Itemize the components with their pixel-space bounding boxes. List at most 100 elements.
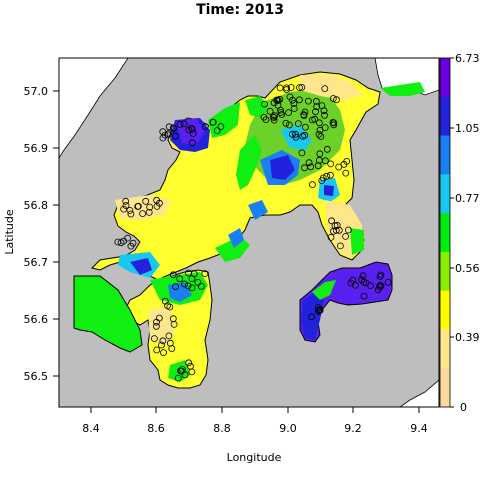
- y-axis: 57.0 56.9 56.8 56.7 56.6 56.5 Latitude: [3, 85, 59, 383]
- station-marker: [305, 159, 313, 167]
- x-tick-label: 8.6: [147, 422, 165, 435]
- station-marker: [301, 108, 309, 116]
- station-marker: [142, 197, 150, 205]
- station-marker: [331, 222, 339, 230]
- station-marker: [286, 93, 294, 101]
- station-marker: [282, 119, 290, 127]
- station-marker: [342, 232, 350, 240]
- station-marker: [273, 96, 281, 104]
- station-marker: [161, 297, 169, 305]
- station-marker: [317, 133, 325, 140]
- station-marker: [323, 145, 331, 153]
- colorbar-label: 0.39: [455, 331, 480, 344]
- colorbar-label: 0.56: [455, 262, 480, 275]
- station-marker: [153, 196, 161, 204]
- station-marker: [170, 320, 178, 328]
- station-marker: [315, 307, 322, 315]
- station-marker: [174, 374, 182, 382]
- station-marker: [313, 103, 321, 111]
- station-marker: [185, 359, 193, 367]
- station-marker: [301, 131, 309, 139]
- concentration-patches: [115, 74, 425, 382]
- station-marker: [187, 124, 195, 132]
- station-marker: [176, 367, 184, 375]
- station-marker: [274, 101, 282, 109]
- station-marker: [194, 278, 202, 286]
- station-marker: [294, 120, 302, 127]
- station-marker: [285, 109, 293, 116]
- station-marker: [164, 131, 172, 139]
- station-marker: [295, 96, 303, 104]
- station-marker: [213, 127, 221, 134]
- station-marker: [296, 84, 303, 91]
- station-marker: [271, 112, 279, 120]
- station-marker: [161, 131, 169, 139]
- station-marker: [270, 116, 278, 124]
- station-marker: [316, 150, 324, 158]
- station-marker: [165, 332, 173, 340]
- station-marker: [122, 197, 130, 205]
- station-marker: [312, 97, 320, 105]
- open-sea-northwest: [59, 58, 129, 159]
- station-marker: [171, 132, 179, 140]
- station-marker: [178, 365, 186, 373]
- station-marker: [152, 322, 160, 330]
- station-marker: [290, 100, 298, 107]
- station-marker: [176, 121, 184, 128]
- colorbar-strip: [440, 58, 450, 98]
- open-sea-southeast: [399, 379, 439, 407]
- station-marker: [181, 280, 189, 288]
- station-marker: [308, 116, 316, 124]
- station-marker: [321, 157, 329, 165]
- colorbar-strip: [440, 251, 450, 292]
- station-marker: [314, 162, 322, 170]
- station-marker: [336, 242, 344, 250]
- station-marker: [153, 346, 161, 354]
- station-marker: [329, 95, 337, 102]
- station-marker: [159, 128, 167, 136]
- station-marker: [360, 278, 368, 286]
- station-marker: [328, 217, 336, 225]
- station-marker: [326, 171, 334, 179]
- station-marker: [340, 160, 348, 168]
- y-tick-label: 56.6: [24, 313, 49, 326]
- colorbar-label: 0: [460, 401, 467, 414]
- colorbar-strip: [440, 368, 450, 408]
- colorbar-strip: [440, 174, 450, 214]
- x-tick-label: 9.0: [279, 422, 297, 435]
- station-marker: [134, 203, 142, 210]
- map-area: [59, 58, 439, 407]
- station-marker: [197, 282, 205, 290]
- station-marker: [122, 202, 130, 209]
- station-marker: [298, 84, 306, 91]
- station-marker: [292, 130, 299, 138]
- station-marker: [285, 121, 293, 129]
- x-axis: 8.4 8.6 8.8 9.0 9.2 9.4 Longitude: [82, 407, 428, 464]
- colorbar-label: 6.73: [455, 52, 480, 65]
- x-axis-title: Longitude: [227, 451, 282, 464]
- station-marker: [376, 283, 383, 291]
- x-tick-label: 9.4: [410, 422, 428, 435]
- station-marker: [260, 113, 268, 121]
- station-marker: [377, 271, 385, 279]
- station-marker: [120, 237, 127, 245]
- station-points: [114, 84, 392, 382]
- station-marker: [188, 126, 196, 133]
- station-marker: [261, 100, 268, 108]
- station-marker: [277, 109, 285, 116]
- station-marker: [316, 306, 324, 314]
- x-tick-label: 8.8: [213, 422, 231, 435]
- station-marker: [184, 282, 192, 290]
- station-marker: [276, 84, 284, 92]
- station-marker: [126, 206, 134, 214]
- station-marker: [166, 303, 174, 311]
- station-marker: [330, 119, 338, 127]
- station-marker: [359, 272, 367, 280]
- station-marker: [327, 233, 335, 241]
- station-marker: [330, 121, 338, 129]
- station-marker: [292, 133, 300, 141]
- station-marker: [347, 279, 355, 287]
- station-marker: [320, 107, 328, 115]
- station-marker: [120, 205, 128, 213]
- x-tick-label: 9.2: [344, 422, 362, 435]
